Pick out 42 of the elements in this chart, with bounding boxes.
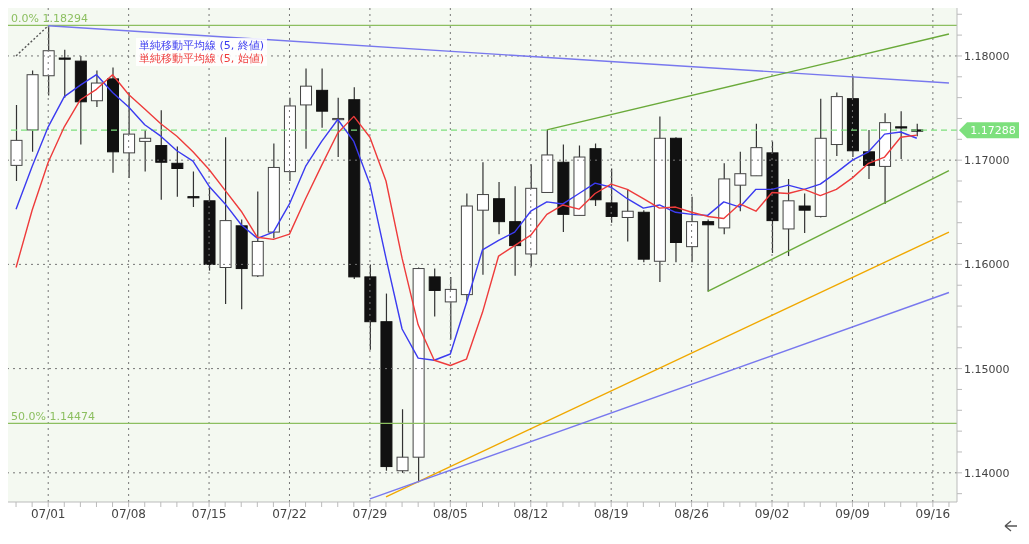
candlestick [58,49,71,99]
y-tick-label: 1.15000 [964,362,1010,376]
x-tick-label: 08/05 [433,506,468,521]
ref-line-label: 1.17288 [970,124,1016,138]
candlestick [300,67,313,150]
text: 単純移動平均線 (5, 始値) [139,52,265,65]
x-tick-label: 07/22 [272,506,307,521]
x-tick-label: 07/15 [191,506,227,521]
x-tick-label: 07/29 [352,506,388,521]
candlestick [316,67,329,129]
candlestick [187,171,200,208]
candlestick [621,188,634,243]
y-tick-label: 1.14000 [964,466,1010,480]
ref-line-label: 50.0% 1.14474 [11,410,95,424]
candlestick [605,167,618,224]
x-tick-label: 07/01 [30,506,66,521]
x-tick-label: 07/08 [111,506,146,521]
candlestick [123,91,136,179]
candlestick [444,276,457,341]
candlestick [734,151,747,212]
candlestick [139,129,152,173]
y-tick-label: 1.16000 [964,258,1010,272]
candlestick [90,69,103,108]
candlestick [702,218,715,293]
ref-line-label: 0.0% 1.18294 [11,12,88,26]
y-tick-label: 1.18000 [964,49,1010,63]
candlestick [895,110,908,160]
x-tick-label: 08/19 [593,506,629,521]
candlestick [396,408,409,474]
x-tick-label: 08/26 [674,506,709,521]
x-tick-label: 09/02 [754,506,790,521]
x-tick-label: 09/09 [835,506,870,521]
x-tick-label: 09/16 [915,506,951,521]
candlestick [155,109,168,201]
x-tick-label: 08/12 [513,506,549,521]
text: 単純移動平均線 (5, 終値) [139,39,265,52]
candlestick [171,146,184,198]
candlestick [493,181,506,235]
y-tick-label: 1.17000 [964,154,1010,168]
candlestick [476,161,489,276]
candlestick [798,192,811,234]
candlestick [428,267,441,318]
